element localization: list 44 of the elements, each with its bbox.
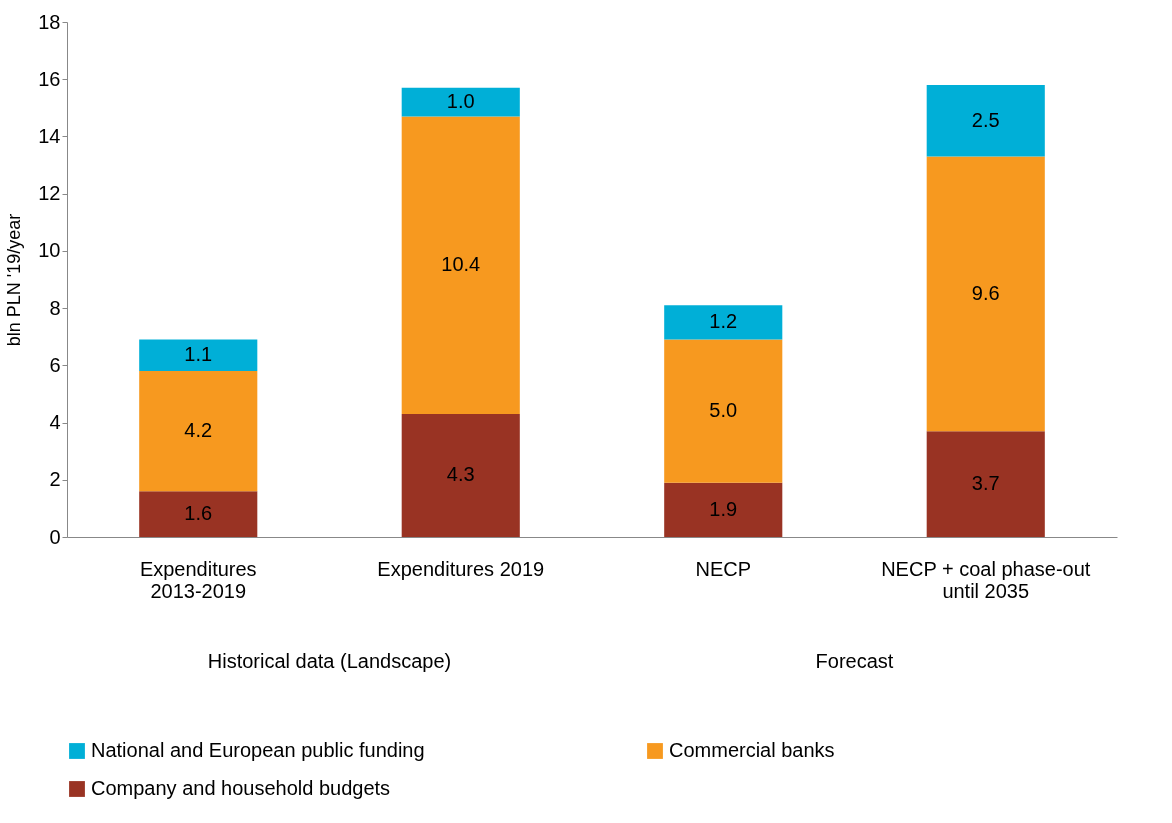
bar — [401, 413, 520, 537]
text: 2.5 — [971, 108, 1000, 131]
y-tick-label: 12 — [38, 182, 61, 205]
x-tick-label: NECP + coal phase-out until 2035 — [881, 557, 1091, 602]
legend-label: Commercial banks — [669, 739, 835, 761]
legend-label: National and European public funding — [91, 739, 425, 761]
y-tick-label: 14 — [38, 124, 61, 147]
legend-label: Company and household budgets — [91, 777, 391, 799]
bar — [139, 491, 258, 537]
text: 1.9 — [709, 497, 738, 520]
y-tick-label: 4 — [49, 411, 61, 434]
y-tick-label: 2 — [49, 468, 61, 491]
x-tick-label: NECP — [695, 557, 752, 580]
text: 9.6 — [971, 281, 1000, 304]
y-tick-label: 6 — [49, 353, 61, 376]
text: 1.2 — [709, 310, 738, 333]
text: 10.4 — [441, 253, 481, 276]
y-tick-label: 16 — [38, 67, 61, 90]
y-tick-label: 0 — [49, 525, 61, 548]
text: 1.0 — [446, 90, 475, 113]
bar — [926, 431, 1045, 537]
y-tick-label: 8 — [49, 296, 61, 319]
y-tick-label: 10 — [38, 239, 61, 262]
bar — [664, 482, 783, 537]
text: 4.3 — [446, 463, 475, 486]
text: Forecast — [815, 650, 894, 672]
bar — [664, 305, 783, 340]
bar — [139, 339, 258, 372]
bar — [926, 84, 1045, 157]
bar — [401, 87, 520, 117]
bar — [139, 371, 258, 492]
text: 1.6 — [184, 502, 213, 525]
text: 1.1 — [184, 343, 213, 366]
bar — [401, 116, 520, 414]
x-tick-label: Expenditures 2019 — [377, 557, 545, 580]
text: Historical data (Landscape) — [207, 650, 452, 672]
text: 3.7 — [971, 472, 1000, 495]
bar — [926, 156, 1045, 432]
bar — [664, 339, 783, 483]
text: 5.0 — [709, 399, 738, 422]
y-axis-title: bln PLN '19/year — [4, 213, 25, 347]
text: 4.2 — [184, 419, 213, 442]
x-tick-label: Expenditures 2013-2019 — [139, 557, 257, 602]
y-tick-label: 18 — [38, 10, 61, 33]
